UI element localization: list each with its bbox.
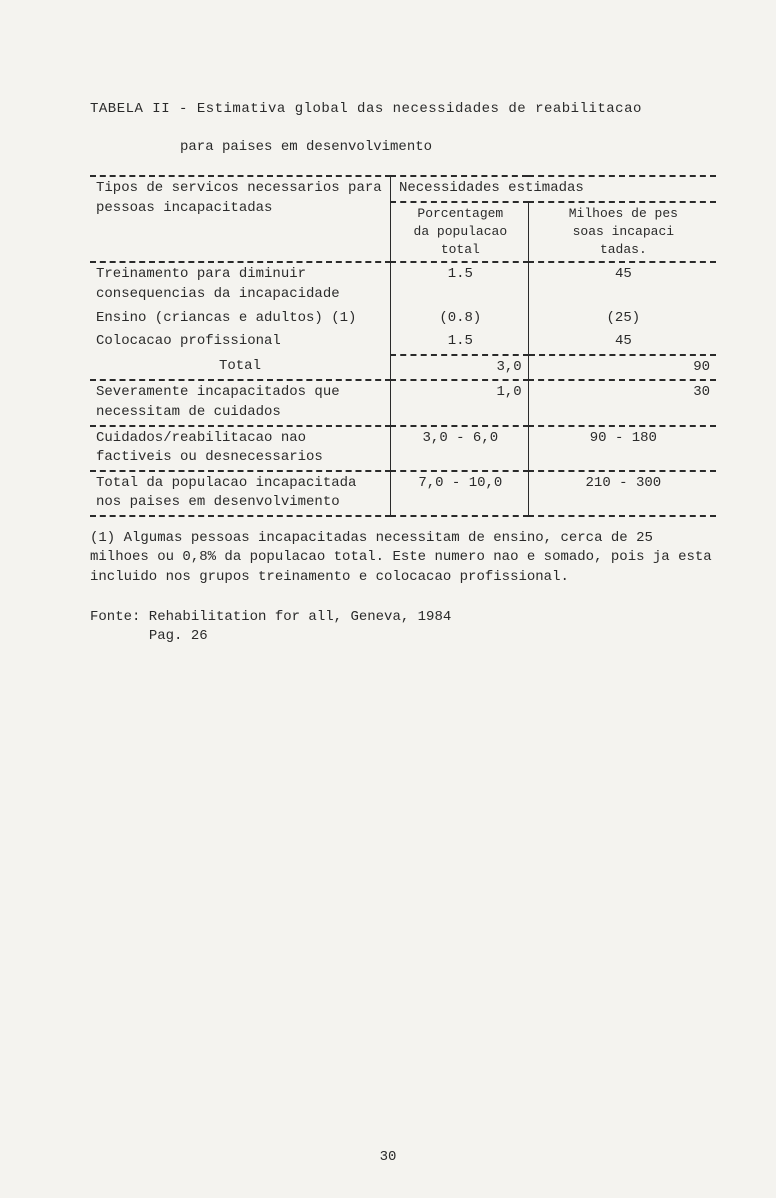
severe-label: Severamente incapacitados que necessitam…: [90, 380, 390, 425]
total-label: Total: [90, 355, 390, 381]
row-label: Ensino (criancas e adultos) (1): [90, 307, 390, 331]
source-citation: Fonte: Rehabilitation for all, Geneva, 1…: [90, 608, 716, 647]
row-pct: 1.5: [390, 330, 528, 355]
row-pct: 1.5: [390, 262, 528, 306]
row-num: 45: [528, 330, 716, 355]
severe-pct: 1,0: [390, 380, 528, 425]
cuidados-num: 90 - 180: [528, 426, 716, 471]
footnote: (1) Algumas pessoas incapacitadas necess…: [90, 529, 716, 588]
cuidados-label: Cuidados/reabilitacao nao factiveis ou d…: [90, 426, 390, 471]
col-header-types: Tipos de servicos necessarios para pesso…: [90, 176, 390, 262]
table-title: TABELA II - Estimativa global das necess…: [90, 100, 716, 120]
row-label: Colocacao profissional: [90, 330, 390, 355]
main-table: Tipos de servicos necessarios para pesso…: [90, 175, 716, 517]
col-header-need: Necessidades estimadas: [390, 176, 716, 202]
row-pct: (0.8): [390, 307, 528, 331]
col-header-pct: Porcentagem da populacao total: [390, 202, 528, 263]
total-num: 90: [528, 355, 716, 381]
col-header-millions: Milhoes de pes soas incapaci tadas.: [528, 202, 716, 263]
row-label: Treinamento para diminuir consequencias …: [90, 262, 390, 306]
cuidados-pct: 3,0 - 6,0: [390, 426, 528, 471]
page-number: 30: [0, 1148, 776, 1168]
row-num: (25): [528, 307, 716, 331]
table-subtitle: para paises em desenvolvimento: [90, 138, 716, 158]
total-pct: 3,0: [390, 355, 528, 381]
row-num: 45: [528, 262, 716, 306]
grand-total-num: 210 - 300: [528, 471, 716, 516]
grand-total-pct: 7,0 - 10,0: [390, 471, 528, 516]
grand-total-label: Total da populacao incapacitada nos pais…: [90, 471, 390, 516]
severe-num: 30: [528, 380, 716, 425]
